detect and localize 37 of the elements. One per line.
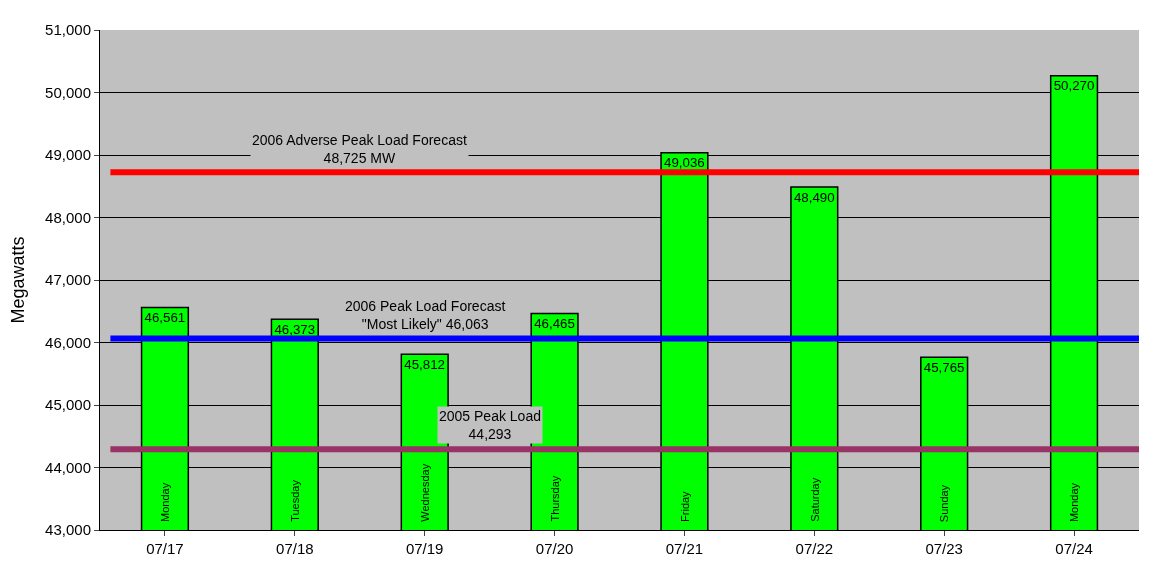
- data-label: 50,270: [1053, 78, 1095, 94]
- data-label: 46,465: [534, 316, 575, 332]
- y-tick-label: 47,000: [45, 271, 91, 289]
- x-tick-label: 07/20: [535, 540, 574, 557]
- x-tick-label: 07/24: [1055, 540, 1093, 557]
- data-label: 48,490: [793, 189, 835, 205]
- x-tick-label: 07/18: [276, 540, 314, 557]
- x-tick-label: 07/21: [665, 540, 704, 557]
- data-label: 45,765: [923, 359, 965, 375]
- data-label: 45,812: [404, 356, 445, 372]
- y-tick-label: 51,000: [45, 21, 91, 39]
- x-tick-label: 07/22: [795, 540, 834, 557]
- y-tick-label: 43,000: [45, 521, 91, 539]
- annotation: Monday: [1068, 482, 1081, 523]
- data-label: 46,373: [274, 321, 316, 337]
- annotation: Tuesday: [288, 479, 301, 522]
- y-tick-label: 46,000: [45, 333, 91, 351]
- y-tick-label: 48,000: [45, 208, 91, 226]
- y-tick-label: 50,000: [45, 83, 91, 101]
- y-tick-label: 49,000: [45, 146, 91, 164]
- ref-line-label: 2006 Adverse Peak Load Forecast 48,725 MW: [252, 132, 467, 167]
- annotation: Saturday: [808, 477, 821, 522]
- y-tick-label: 45,000: [45, 396, 91, 414]
- data-label: 49,036: [664, 155, 705, 171]
- annotation: Friday: [678, 490, 691, 522]
- ref-line-label: 2005 Peak Load 44,293: [439, 408, 541, 443]
- annotation: Thursday: [548, 475, 561, 522]
- data-label: 46,561: [144, 310, 186, 326]
- ref-line-label: 2006 Peak Load Forecast "Most Likely" 46,063: [345, 298, 506, 333]
- annotation: Sunday: [938, 484, 951, 523]
- x-tick-label: 07/23: [925, 540, 963, 557]
- annotation: Monday: [158, 482, 171, 522]
- x-tick-label: 07/19: [405, 540, 444, 557]
- x-tick-label: 07/17: [146, 540, 184, 557]
- y-axis-title: Megawatts: [8, 236, 29, 324]
- annotation: Wednesday: [418, 463, 431, 522]
- y-tick-label: 44,000: [45, 458, 91, 476]
